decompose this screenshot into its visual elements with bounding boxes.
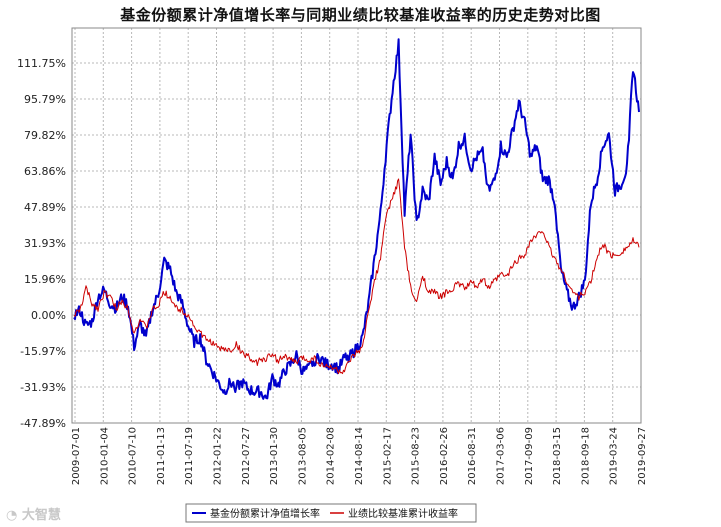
y-tick-label: 95.79% [24,93,66,106]
x-tick-label: 2009-07-01 [71,427,82,485]
x-tick-label: 2019-03-24 [609,427,620,485]
y-tick-label: -15.97% [20,345,66,358]
series-lines [73,38,640,400]
y-tick-label: -47.89% [20,417,66,430]
x-tick-label: 2016-02-26 [439,427,450,485]
y-tick-label: -31.93% [20,381,66,394]
x-tick-label: 2015-02-17 [382,427,393,485]
y-tick-label: 79.82% [24,129,66,142]
y-tick-label: 47.89% [24,201,66,214]
legend-label: 基金份额累计净值增长率 [210,507,320,520]
x-tick-label: 2016-08-31 [467,427,478,485]
watermark-logo: ◔ 大智慧 [6,504,61,523]
x-tick-label: 2018-03-15 [552,427,563,485]
x-tick-label: 2013-01-30 [269,427,280,485]
x-tick-label: 2010-01-04 [99,427,110,485]
legend: 基金份额累计净值增长率 业绩比较基准累计收益率 [185,503,477,523]
y-tick-label: 111.75% [17,57,66,70]
x-tick-label: 2013-08-05 [297,427,308,485]
x-tick-label: 2011-01-13 [156,427,167,485]
x-axis-ticks: 2009-07-01 2010-01-04 2010-07-10 2011-01-13… [71,427,648,485]
x-tick-label: 2010-07-10 [128,427,139,485]
y-tick-label: 0.00% [31,309,66,322]
x-tick-label: 2011-07-19 [184,427,195,485]
x-tick-label: 2019-09-27 [637,427,648,485]
watermark-text: 大智慧 [21,508,61,523]
y-axis-ticks: 111.75% 95.79% 79.82% 63.86% 47.89% 31.93% 15.… [17,57,66,430]
plot-frame [71,27,642,424]
x-tick-label: 2014-02-08 [326,427,337,485]
legend-label: 业绩比较基准累计收益率 [348,507,458,520]
x-tick-label: 2018-09-18 [580,427,591,485]
series-line-benchmark [73,178,640,375]
y-tick-label: 63.86% [24,165,66,178]
x-tick-label: 2017-03-06 [496,427,507,485]
x-tick-label: 2015-08-23 [411,427,422,485]
series-line-fund [73,38,640,400]
x-tick-label: 2012-01-22 [213,427,224,485]
watermark-icon: ◔ [6,508,18,523]
x-tick-label: 2014-08-14 [354,427,365,485]
y-tick-label: 15.96% [24,273,66,286]
x-tick-label: 2017-09-09 [524,427,535,485]
x-tick-label: 2012-07-27 [241,427,252,485]
chart-title: 基金份额累计净值增长率与同期业绩比较基准收益率的历史走势对比图 [120,6,601,24]
y-tick-label: 31.93% [24,237,66,250]
